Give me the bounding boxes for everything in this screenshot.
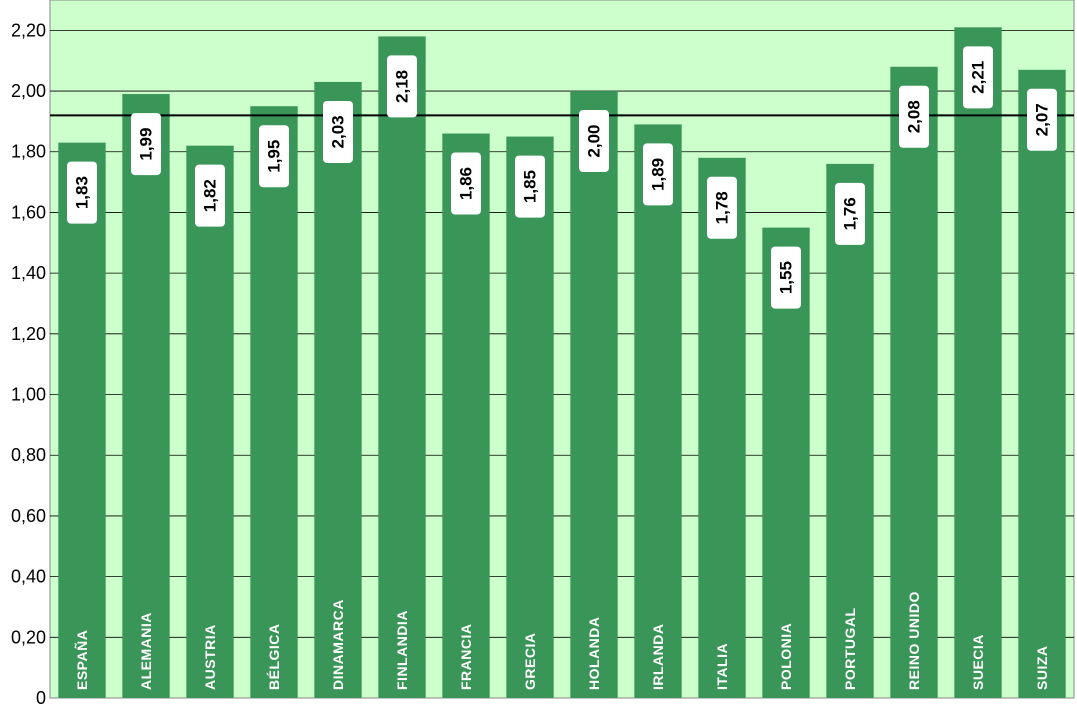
y-tick-label: 0,60 bbox=[11, 506, 46, 526]
value-label-box bbox=[643, 143, 673, 206]
value-label-box bbox=[835, 182, 865, 245]
y-tick-label: 1,80 bbox=[11, 142, 46, 162]
bar bbox=[186, 145, 234, 699]
category-label: ESPAÑA bbox=[73, 630, 90, 690]
value-label-box bbox=[1027, 88, 1057, 151]
category-label: FRANCIA bbox=[458, 624, 474, 691]
category-label: ALEMANIA bbox=[138, 612, 154, 690]
value-labels: 1,83 1,99 1,82 1,95 2,03 2,18 1,86 1,85 2,00 1,89… bbox=[67, 46, 1057, 309]
y-tick-label: 1,60 bbox=[11, 202, 46, 222]
value-label: 2,18 bbox=[393, 70, 412, 103]
value-label-box bbox=[771, 246, 801, 309]
bar bbox=[698, 157, 746, 698]
y-tick-label: 0,80 bbox=[11, 445, 46, 465]
value-label-box bbox=[195, 164, 225, 227]
y-tick-label: 0,20 bbox=[11, 627, 46, 647]
category-label: SUECIA bbox=[970, 634, 986, 690]
bar bbox=[1018, 69, 1066, 699]
y-axis-tick-labels: 0 0,20 0,40 0,60 0,80 1,00 1,20 1,40 1,60 1,80 2,0… bbox=[11, 20, 46, 706]
category-label: HOLANDA bbox=[586, 617, 602, 691]
bar bbox=[250, 106, 298, 698]
y-tick-label: 1,20 bbox=[11, 324, 46, 344]
y-tick-label: 0 bbox=[36, 688, 46, 706]
category-label: ITALIA bbox=[714, 643, 730, 690]
bar bbox=[442, 133, 490, 698]
bar bbox=[954, 27, 1002, 698]
value-label-box bbox=[259, 125, 289, 188]
bar bbox=[506, 136, 554, 699]
category-label: PORTUGAL bbox=[842, 607, 858, 690]
category-label: FINLANDIA bbox=[394, 610, 410, 690]
value-label: 1,95 bbox=[265, 140, 284, 173]
value-label-box bbox=[131, 113, 161, 176]
bar bbox=[570, 91, 618, 699]
bar-series bbox=[58, 27, 1066, 699]
value-label: 2,07 bbox=[1033, 103, 1052, 136]
value-label-box bbox=[707, 176, 737, 239]
value-label: 1,78 bbox=[713, 191, 732, 224]
value-label: 1,55 bbox=[777, 261, 796, 294]
value-label: 2,08 bbox=[905, 100, 924, 133]
bar bbox=[378, 36, 426, 698]
value-label-box bbox=[323, 100, 353, 163]
y-tick-label: 0,40 bbox=[11, 567, 46, 587]
bar bbox=[58, 142, 106, 699]
value-label-box bbox=[579, 110, 609, 173]
value-label-box bbox=[515, 155, 545, 218]
value-label: 2,00 bbox=[585, 124, 604, 157]
category-label: SUIZA bbox=[1034, 646, 1050, 691]
category-label: BÉLGICA bbox=[266, 624, 282, 691]
value-label: 1,89 bbox=[649, 158, 668, 191]
category-label: GRECIA bbox=[522, 633, 538, 690]
y-tick-label: 2,00 bbox=[11, 81, 46, 101]
value-label: 1,99 bbox=[137, 128, 156, 161]
category-label: IRLANDA bbox=[650, 624, 666, 691]
value-label: 1,76 bbox=[841, 197, 860, 230]
y-tick-label: 2,20 bbox=[11, 20, 46, 40]
value-label: 2,03 bbox=[329, 115, 348, 148]
value-label-box bbox=[451, 152, 481, 215]
bar bbox=[634, 124, 682, 698]
category-labels: ESPAÑA ALEMANIA AUSTRIA BÉLGICA DINAMARCA FIN… bbox=[73, 591, 1050, 690]
value-label-box bbox=[67, 161, 97, 224]
value-label: 1,86 bbox=[457, 167, 476, 200]
bar bbox=[826, 163, 874, 698]
value-label-box bbox=[387, 55, 417, 118]
value-label-box bbox=[963, 46, 993, 109]
bar bbox=[122, 94, 170, 699]
value-label: 1,83 bbox=[73, 176, 92, 209]
y-tick-label: 1,40 bbox=[11, 263, 46, 283]
bar bbox=[314, 81, 362, 698]
category-label: DINAMARCA bbox=[330, 599, 346, 690]
category-label: POLONIA bbox=[778, 623, 794, 690]
value-label: 1,82 bbox=[201, 179, 220, 212]
y-tick-label: 1,00 bbox=[11, 385, 46, 405]
value-label-box bbox=[899, 85, 929, 148]
value-label: 1,85 bbox=[521, 170, 540, 203]
bar bbox=[890, 66, 938, 699]
category-label: AUSTRIA bbox=[202, 624, 218, 690]
value-label: 2,21 bbox=[969, 61, 988, 94]
category-label: REINO UNIDO bbox=[906, 591, 922, 690]
